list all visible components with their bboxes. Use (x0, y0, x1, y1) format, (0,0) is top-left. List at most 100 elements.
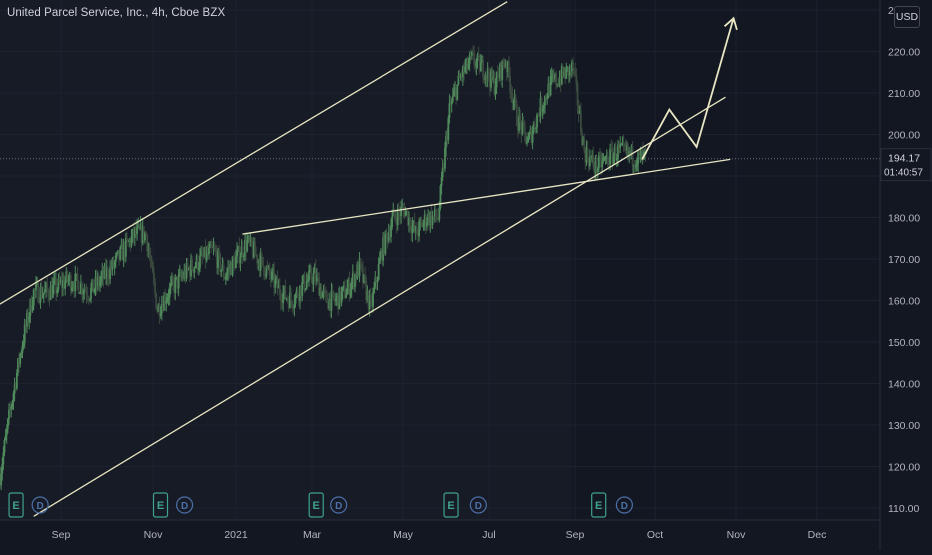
candle-body (468, 54, 471, 64)
candle-body (230, 264, 233, 275)
candle-body (218, 250, 221, 255)
candle-body (108, 278, 110, 280)
candle-body (205, 251, 208, 261)
time-tick-label: 2021 (224, 529, 248, 541)
candle-body (599, 155, 601, 157)
candle-body (41, 294, 44, 298)
candle-body (484, 75, 487, 81)
candle-body (293, 303, 296, 309)
candle-body (623, 143, 626, 147)
candle-body (115, 252, 118, 256)
candle-body (456, 84, 459, 100)
candle-body (426, 222, 428, 227)
candle-body (617, 144, 619, 158)
candle-body (21, 345, 24, 353)
candle-body (445, 136, 447, 148)
candle-body (124, 237, 127, 257)
candle-body (411, 225, 414, 234)
candle-body (217, 250, 219, 269)
candle-body (136, 226, 138, 235)
candle-body (284, 286, 287, 299)
candle-body (467, 63, 470, 69)
candle-body (148, 249, 151, 257)
candle-body (344, 285, 346, 298)
candle-body (127, 239, 129, 243)
candle-body (40, 287, 43, 298)
candle-body (627, 146, 629, 155)
candle-body (419, 221, 422, 223)
candle-body (246, 239, 249, 252)
candle-body (182, 276, 185, 279)
candle-body (26, 312, 28, 327)
candle-body (165, 300, 168, 304)
candle-body (554, 74, 556, 80)
candle-body (355, 274, 358, 279)
candle-body (642, 152, 645, 155)
candle-body (596, 168, 599, 173)
candle-body (423, 214, 426, 223)
candle-body (444, 147, 446, 169)
candle-body (74, 274, 77, 292)
candle-body (504, 63, 507, 67)
forecast-arrowhead (723, 16, 738, 31)
candle-body (215, 252, 218, 269)
dividend-marker (31, 496, 49, 514)
candle-body (590, 156, 592, 159)
candle-body (402, 206, 405, 210)
candle-body (59, 280, 62, 284)
candle-body (384, 231, 387, 254)
candle-body (582, 138, 585, 145)
candle-body (522, 120, 525, 124)
candle-body (481, 59, 483, 63)
candle-body (157, 304, 160, 312)
candle-body (73, 287, 76, 292)
candle-body (27, 312, 29, 323)
candle-body (126, 237, 128, 240)
candle-body (471, 51, 473, 56)
candle-body (244, 240, 246, 256)
candle-body (14, 384, 17, 389)
forecast-path-line (641, 18, 735, 160)
candle-body (560, 66, 563, 85)
candle-body (45, 283, 47, 290)
candle-body (432, 215, 435, 217)
candle-body (4, 435, 7, 441)
candle-body (602, 158, 605, 161)
candle-body (269, 274, 272, 280)
channel-lower-line (33, 96, 726, 517)
candle-body (374, 277, 377, 288)
candle-body (144, 232, 146, 241)
candle-body (310, 269, 313, 281)
candle-body (259, 254, 262, 271)
candle-body (574, 70, 577, 75)
candle-body (564, 71, 567, 79)
candle-body (78, 292, 81, 294)
candle-body (18, 358, 21, 364)
candle-body (631, 146, 634, 166)
candle-body (320, 287, 323, 298)
candle-body (469, 54, 472, 56)
candle-body (494, 87, 497, 95)
candle-body (195, 256, 198, 266)
candle-body (3, 440, 6, 453)
candle-body (341, 287, 344, 292)
dividend-marker-label: D (335, 501, 342, 512)
candle-body (114, 255, 117, 263)
price-tick-label: 210.00 (888, 88, 920, 100)
candle-body (612, 155, 615, 164)
drawings[interactable] (0, 1, 738, 517)
currency-button[interactable]: USD (894, 6, 920, 28)
candle-body (204, 247, 207, 261)
candle-body (573, 68, 576, 71)
candle-body (254, 242, 256, 255)
candle-body (183, 270, 186, 279)
candle-body (500, 63, 503, 80)
candle-body (191, 259, 194, 270)
dividend-marker-label: D (475, 501, 482, 512)
candle-body (5, 428, 8, 436)
time-axis[interactable]: Sep Nov 2021 Mar May Jul Sep Oct Nov Dec (52, 529, 827, 541)
earnings-marker (8, 492, 24, 518)
